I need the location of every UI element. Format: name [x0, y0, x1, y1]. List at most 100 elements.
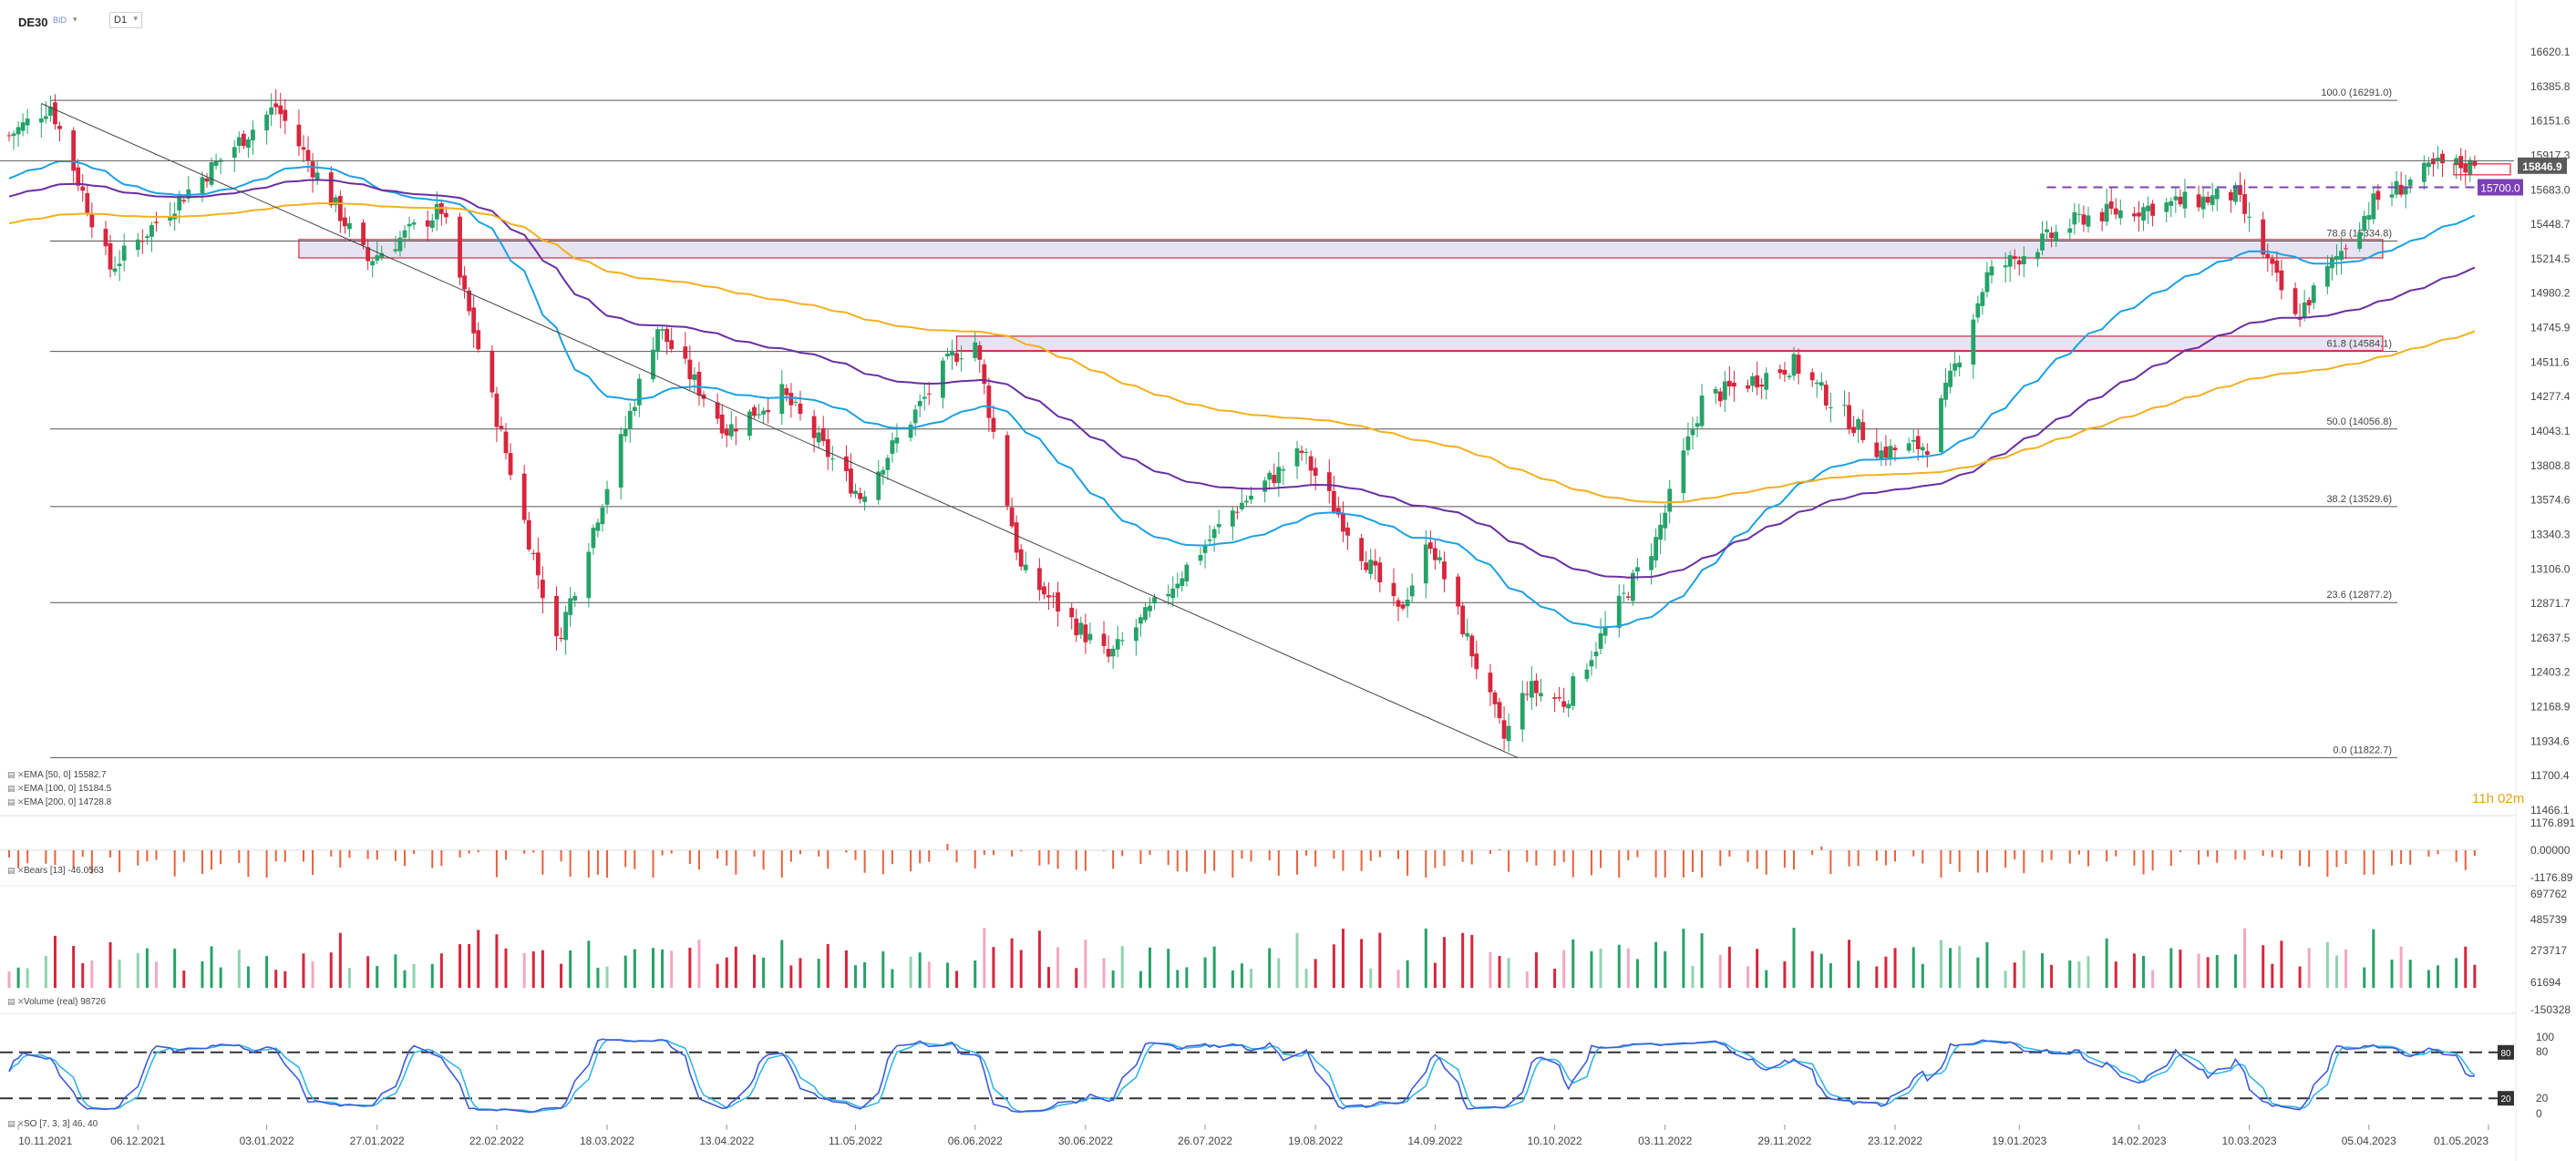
drawings[interactable]: [0, 103, 2514, 758]
candle-body: [1492, 692, 1498, 704]
candle-body: [1377, 562, 1383, 583]
candle-body: [1589, 660, 1594, 667]
candle-body: [2270, 258, 2275, 264]
candle-body: [1110, 648, 1116, 657]
candle-body: [1501, 720, 1507, 739]
so-level-tag: [2498, 1044, 2514, 1060]
candle-body: [1175, 583, 1180, 589]
candle-body: [2035, 252, 2040, 260]
candle-body: [503, 431, 509, 454]
candle-body: [572, 595, 578, 601]
candle-body: [1409, 585, 1415, 597]
candle-body: [1303, 451, 1309, 453]
settings-icon[interactable]: ▤ ✕: [7, 997, 25, 1006]
ema200-line: [8, 202, 2476, 504]
candle-body: [2362, 215, 2367, 231]
so-tick-label: 0: [2536, 1107, 2542, 1120]
fibonacci-levels[interactable]: 100.0 (16291.0)78.6 (15334.8)61.8 (14584…: [50, 87, 2397, 758]
candle-body: [1345, 527, 1350, 536]
candle-body: [1667, 488, 1673, 512]
candle-body: [1957, 362, 1963, 368]
symbol-label[interactable]: DE30: [18, 15, 48, 29]
so-legend[interactable]: ▤ ✕SO [7, 3, 3] 46, 40: [7, 1119, 98, 1129]
candle-body: [1364, 562, 1369, 570]
price-type-label[interactable]: BID: [53, 15, 67, 25]
candle-body: [144, 236, 149, 239]
settings-icon[interactable]: ▤ ✕: [7, 784, 25, 793]
price-zones: [298, 239, 2384, 352]
candle-body: [908, 424, 913, 438]
candle-body: [1014, 522, 1019, 553]
candle-body: [1557, 696, 1562, 699]
candle-body: [991, 417, 996, 432]
ema50-legend[interactable]: ▤ ✕EMA [50, 0] 15582.7: [7, 770, 107, 780]
volume-legend[interactable]: ▤ ✕Volume (real) 98726: [7, 997, 107, 1007]
candle-body: [1529, 681, 1534, 698]
date-axis: 10.11.2021 06.12.2021 03.01.2022 27.01.2022…: [17, 1125, 2489, 1147]
bears-legend[interactable]: ▤ ✕Bears [13] -46.0563: [7, 866, 104, 876]
candle-body: [425, 220, 430, 227]
candle-body: [1042, 586, 1046, 595]
ema200-legend[interactable]: ▤ ✕EMA [200, 0] 14728.8: [7, 797, 112, 807]
date-tick-label: 10.11.2021: [18, 1135, 72, 1147]
candle-body: [117, 263, 122, 267]
candle-body: [2210, 195, 2215, 205]
candle-body: [559, 637, 563, 640]
candle-body: [816, 432, 821, 443]
candle-body: [393, 249, 398, 252]
date-tick-label: 26.07.2022: [1178, 1135, 1232, 1147]
candle-body: [2049, 232, 2054, 239]
settings-icon[interactable]: ▤ ✕: [7, 797, 25, 807]
volume-tick-label: -150328: [2530, 1003, 2571, 1016]
candle-body: [954, 353, 959, 363]
candle-body: [2279, 270, 2284, 291]
candle-body: [1828, 407, 1833, 409]
candle-body: [1630, 572, 1635, 601]
candle-body: [2344, 248, 2348, 250]
candle-body: [2045, 229, 2049, 232]
date-tick-label: 19.01.2023: [1992, 1135, 2046, 1147]
candle-body: [2334, 256, 2339, 261]
candle-body: [1405, 600, 1410, 607]
candle-body: [2040, 233, 2045, 251]
chart-header: DE30 BID ▾ D1 ▾: [0, 0, 2576, 36]
candle-body: [894, 437, 900, 444]
candle-body: [112, 268, 118, 272]
candle-body: [651, 349, 655, 380]
candle-body: [1051, 595, 1056, 597]
candle-body: [2086, 215, 2091, 227]
price-tick-label: 15683.0: [2530, 183, 2571, 196]
bears-tick-label: 0.00000: [2530, 844, 2571, 857]
volume-tick-label: 273717: [2530, 944, 2567, 957]
date-tick-label: 03.11.2022: [1638, 1135, 1692, 1147]
candle-body: [2371, 193, 2376, 220]
settings-icon[interactable]: ▤ ✕: [7, 1119, 25, 1128]
level-tag-label: 15700.0: [2480, 182, 2520, 195]
candle-body: [1984, 272, 1990, 293]
candle-body: [246, 139, 251, 149]
candle-body: [2169, 200, 2174, 206]
date-tick-label: 14.02.2023: [2111, 1135, 2166, 1147]
candle-body: [926, 393, 932, 395]
candle-body: [2427, 162, 2431, 168]
candle-body: [467, 290, 472, 312]
candle-body: [1980, 292, 1985, 306]
timeframe-select[interactable]: D1 ▾: [109, 12, 142, 28]
ema100-legend[interactable]: ▤ ✕EMA [100, 0] 15184.5: [7, 784, 112, 794]
candle-body: [2081, 214, 2087, 225]
price-tick-label: 14511.6: [2530, 355, 2570, 368]
candle-body: [20, 122, 26, 131]
candle-body: [554, 595, 559, 637]
candle-body: [264, 114, 269, 131]
settings-icon[interactable]: ▤ ✕: [7, 866, 25, 875]
candle-body: [761, 410, 767, 415]
settings-icon[interactable]: ▤ ✕: [7, 770, 25, 779]
candle-body: [1658, 524, 1664, 540]
candle-body: [1915, 436, 1921, 449]
chevron-down-icon[interactable]: ▾: [73, 15, 77, 24]
candle-body: [379, 252, 385, 258]
price-tick-label: 13574.6: [2530, 494, 2571, 507]
candle-body: [471, 307, 477, 334]
candle-body: [715, 402, 720, 419]
